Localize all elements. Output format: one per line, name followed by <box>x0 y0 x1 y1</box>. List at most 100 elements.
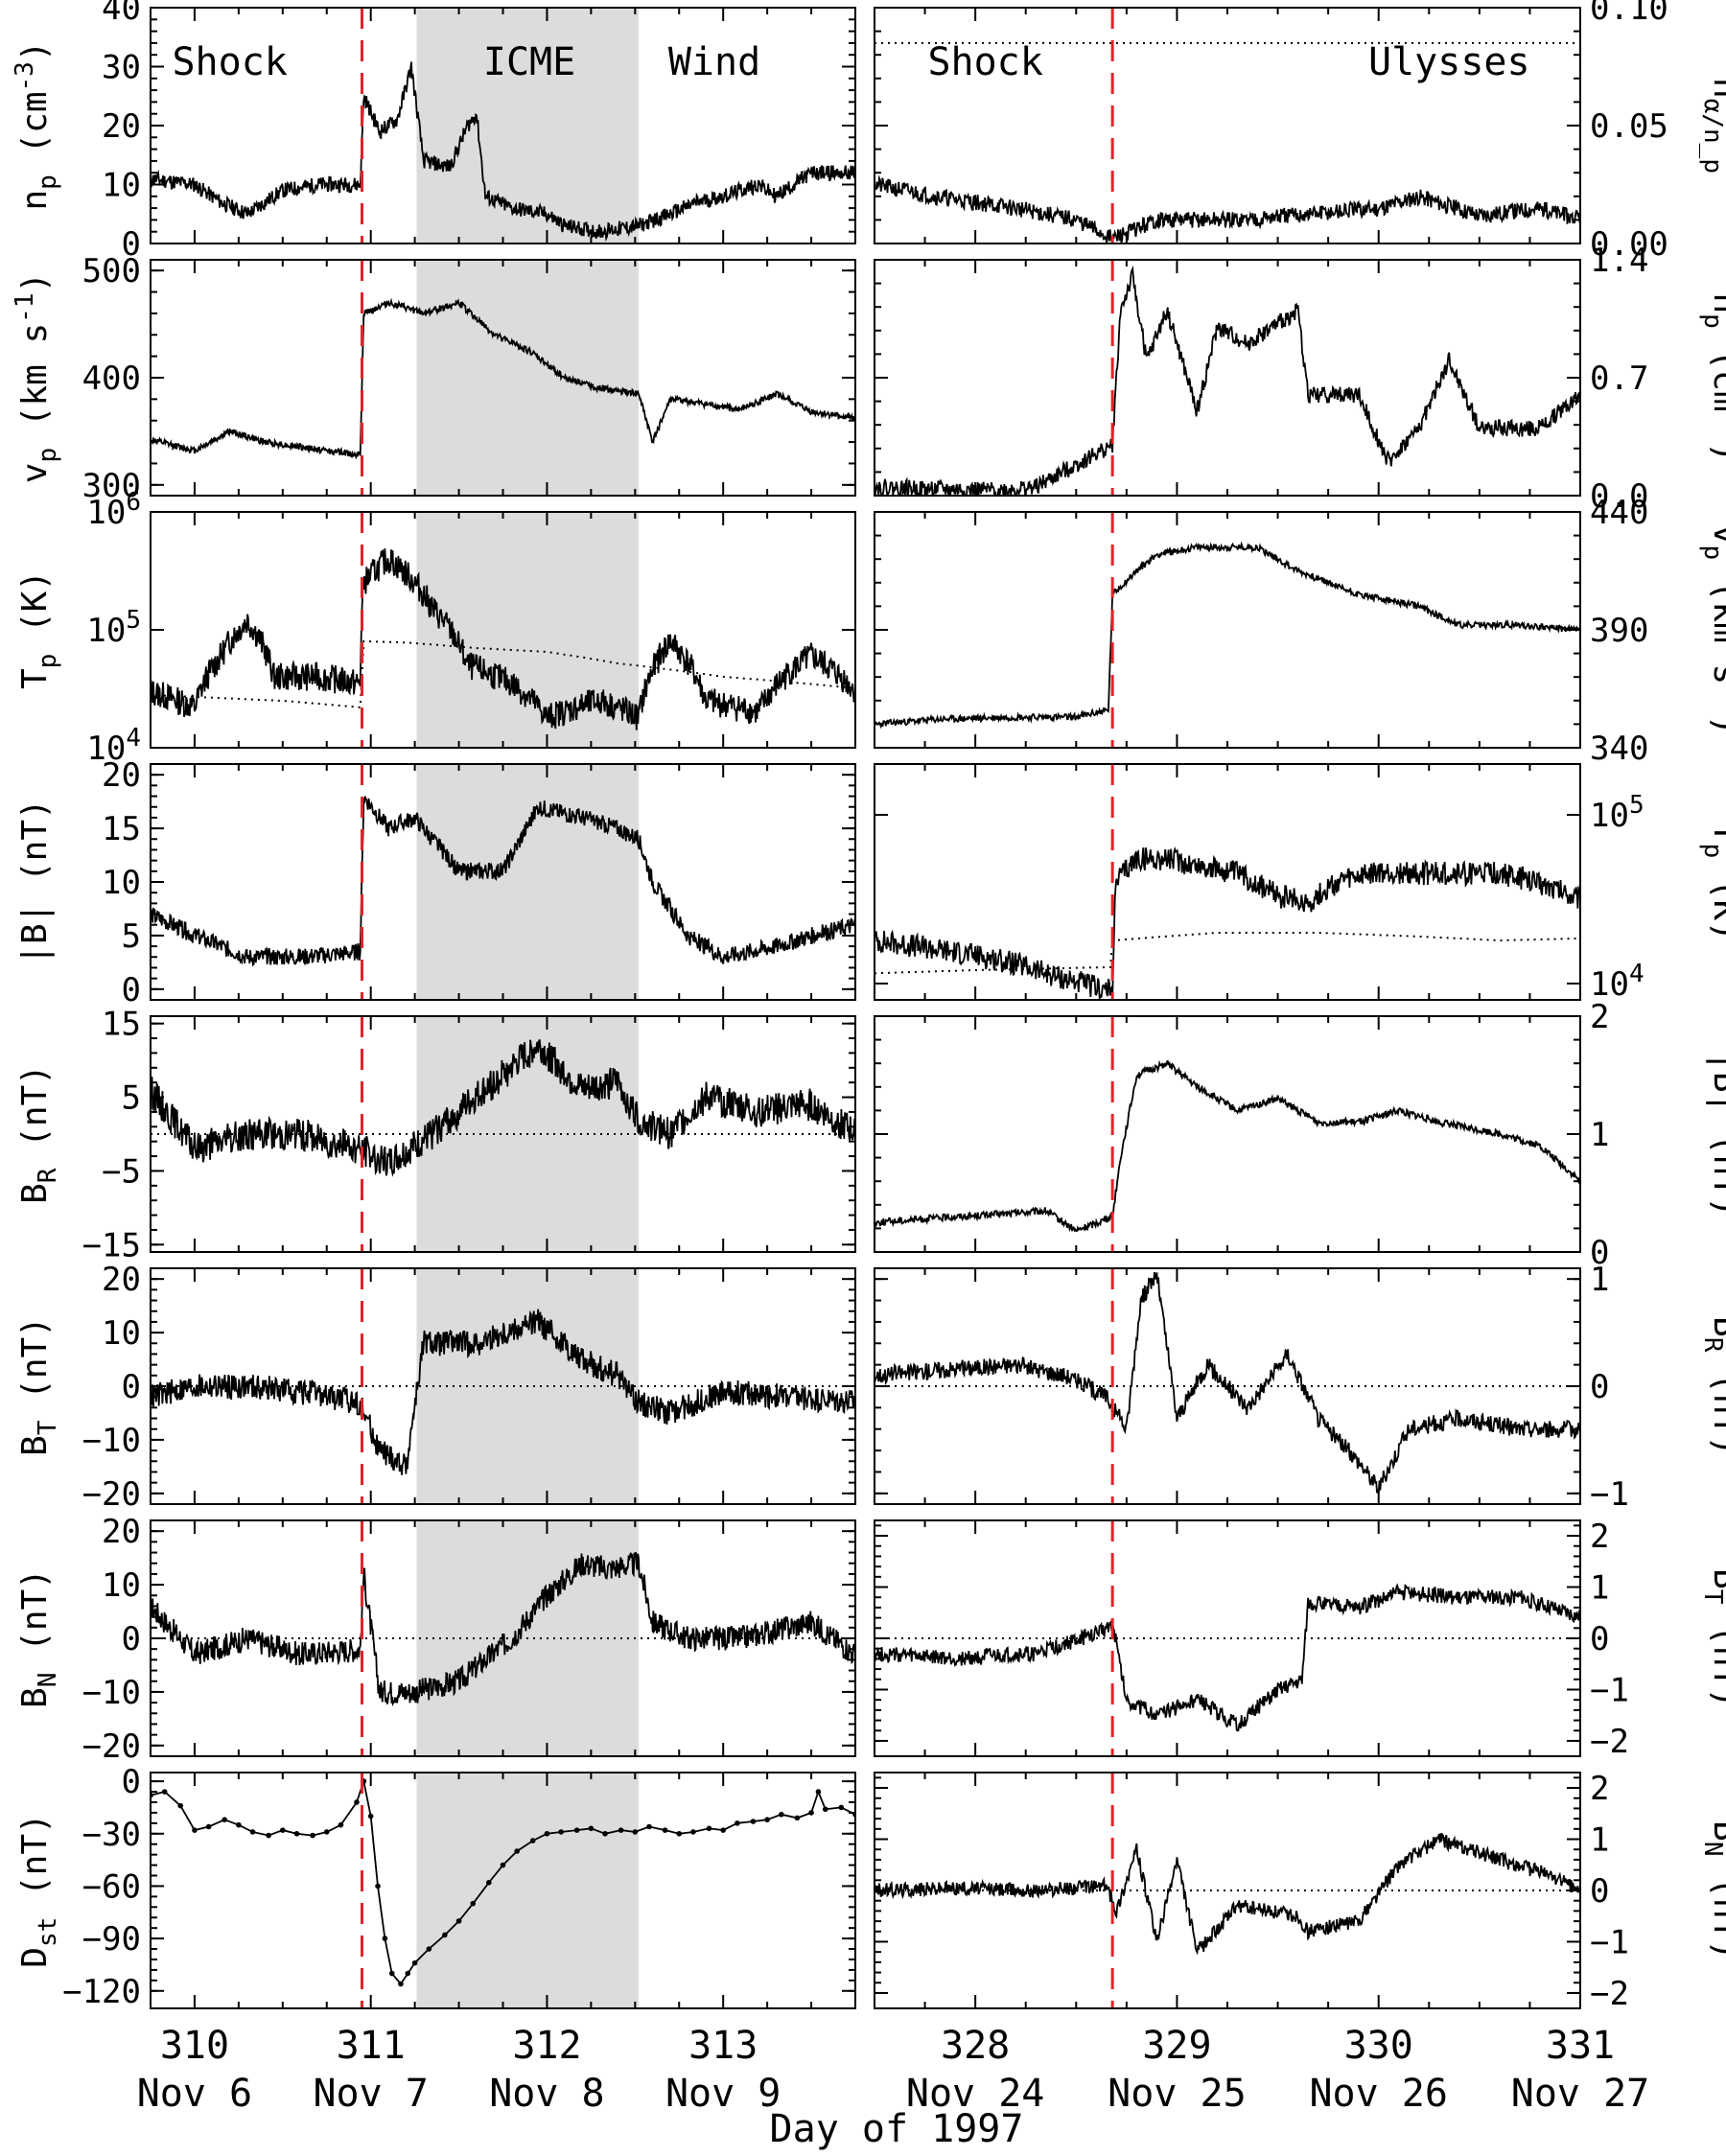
y-tick-label: 0.05 <box>1590 107 1668 146</box>
y-tick-label: −90 <box>82 1920 141 1959</box>
left-plot-area <box>151 512 855 748</box>
region-label: ICME <box>483 40 575 84</box>
series-line-|B| <box>875 1059 1580 1233</box>
y-tick-label: 104 <box>1590 960 1644 1004</box>
panel-frame <box>874 763 1581 1001</box>
dst-marker <box>411 1959 418 1966</box>
y-axis-label: np (cm-3) <box>1698 292 1726 462</box>
y-tick-label: −15 <box>82 1226 141 1264</box>
dst-marker <box>367 1813 374 1820</box>
dst-marker <box>293 1830 300 1837</box>
y-tick-label: −1 <box>1590 1475 1629 1514</box>
y-tick-label: 1 <box>1590 1569 1609 1608</box>
dst-marker <box>514 1848 520 1854</box>
right-panel-2: 0.0 0.7 1.4 np (cm-3) <box>874 242 1726 516</box>
y-tick-label: 0.00 <box>1590 225 1668 264</box>
series-line-n_p <box>151 61 855 242</box>
right-panel-3: 340 390 440 vp (km s-1) <box>874 494 1726 768</box>
y-tick-label: 340 <box>1590 730 1648 768</box>
right-panel-4: 104 105 Tp (K) <box>874 763 1726 1004</box>
left-panel-3: 104 105 106 Tp (K) <box>15 488 856 768</box>
right-plot-area <box>875 41 1580 243</box>
dst-marker <box>405 1970 411 1977</box>
y-tick-label: 20 <box>102 756 141 795</box>
dst-marker <box>706 1825 712 1832</box>
dst-marker <box>764 1817 770 1822</box>
right-plot-area <box>875 1271 1580 1494</box>
series-line-v_p <box>151 297 855 460</box>
dst-marker <box>602 1830 608 1837</box>
y-tick-label: 10 <box>102 1314 141 1353</box>
left-panel-1: 0 10 20 30 40 np (cm-3) Shock ICME Wind <box>11 0 856 264</box>
dst-marker <box>662 1827 668 1833</box>
y-tick-label: 440 <box>1590 494 1648 532</box>
y-tick-label: 20 <box>102 107 141 146</box>
x-tick-date: Nov 9 <box>665 2072 781 2116</box>
y-axis-label: BR (nT) <box>1698 1316 1726 1456</box>
y-tick-label: 15 <box>102 810 141 848</box>
left-plot-area <box>151 260 855 496</box>
dst-marker <box>588 1825 595 1832</box>
dst-marker <box>222 1817 227 1822</box>
y-tick-label: 10 <box>102 1566 141 1605</box>
x-tick-label: 329 <box>1142 2024 1211 2068</box>
dst-marker <box>676 1830 683 1837</box>
dst-marker <box>323 1829 330 1835</box>
y-tick-label: 400 <box>82 359 141 398</box>
y-axis-label: BR (nT) <box>15 1064 62 1204</box>
y-tick-label: 1 <box>1590 1261 1609 1299</box>
dst-marker <box>192 1827 198 1833</box>
y-tick-label: 0 <box>122 1620 141 1658</box>
right-plot-area <box>875 541 1580 730</box>
icme-shading <box>416 260 639 496</box>
dst-marker <box>486 1880 492 1886</box>
dst-marker <box>205 1823 212 1830</box>
right-panel-1: 0.00 0.05 0.10 nα/n_p Shock Ulysses <box>874 0 1726 264</box>
y-tick-label: 106 <box>86 488 141 532</box>
series-line-v_p <box>875 541 1580 730</box>
y-tick-label: 10 <box>102 167 141 205</box>
right-plot-area <box>875 1583 1580 1732</box>
dst-marker <box>249 1829 256 1835</box>
y-tick-label: −120 <box>62 1973 141 2011</box>
y-tick-label: −2 <box>1590 1723 1629 1761</box>
dst-marker <box>779 1811 784 1818</box>
right-plot-area <box>875 846 1580 1000</box>
x-tick-label: 328 <box>941 2024 1010 2068</box>
right-panel-6: −1 0 1 BR (nT) <box>874 1261 1726 1514</box>
icme-shading <box>416 8 639 243</box>
y-tick-label: 0 <box>122 225 141 264</box>
left-plot-area <box>151 1773 855 2008</box>
y-tick-label: 300 <box>82 467 141 505</box>
dst-marker <box>382 1936 388 1941</box>
y-axis-label: Tp (K) <box>1698 823 1726 941</box>
x-tick-date: Nov 6 <box>137 2072 252 2116</box>
dst-marker <box>794 1815 801 1821</box>
y-tick-label: 1.4 <box>1590 242 1648 280</box>
x-tick-label: 310 <box>160 2024 229 2068</box>
series-line-T_p <box>875 846 1580 1000</box>
y-axis-label: |B| (nT) <box>1706 1051 1726 1217</box>
series-line-n_α/n_p <box>875 174 1580 243</box>
y-tick-label: −20 <box>82 1727 141 1766</box>
region-label: Wind <box>668 40 760 84</box>
x-tick-label: 312 <box>512 2024 581 2068</box>
y-tick-label: 0 <box>1590 1872 1609 1911</box>
y-axis-label: Tp (K) <box>15 570 62 689</box>
left-panel-6: −20 −10 0 10 20 BT (nT) <box>15 1261 856 1514</box>
dst-marker <box>338 1821 344 1828</box>
left-panel-2: 300 400 500 vp (km s-1) <box>11 252 856 505</box>
series-line-B_N <box>875 1832 1580 1956</box>
dst-marker <box>161 1789 168 1795</box>
x-tick-label: 331 <box>1546 2024 1615 2068</box>
left-panel-5: −15 −5 5 15 BR (nT) <box>15 1006 856 1264</box>
dst-marker <box>822 1806 828 1813</box>
left-plot-area <box>151 1268 855 1504</box>
icme-shading <box>416 1773 639 2008</box>
y-tick-label: 20 <box>102 1513 141 1551</box>
series-line-B_T <box>151 1309 855 1475</box>
dst-marker <box>266 1832 271 1839</box>
y-tick-label: −10 <box>82 1674 141 1712</box>
region-label: Shock <box>172 40 287 84</box>
dst-marker <box>442 1932 448 1938</box>
